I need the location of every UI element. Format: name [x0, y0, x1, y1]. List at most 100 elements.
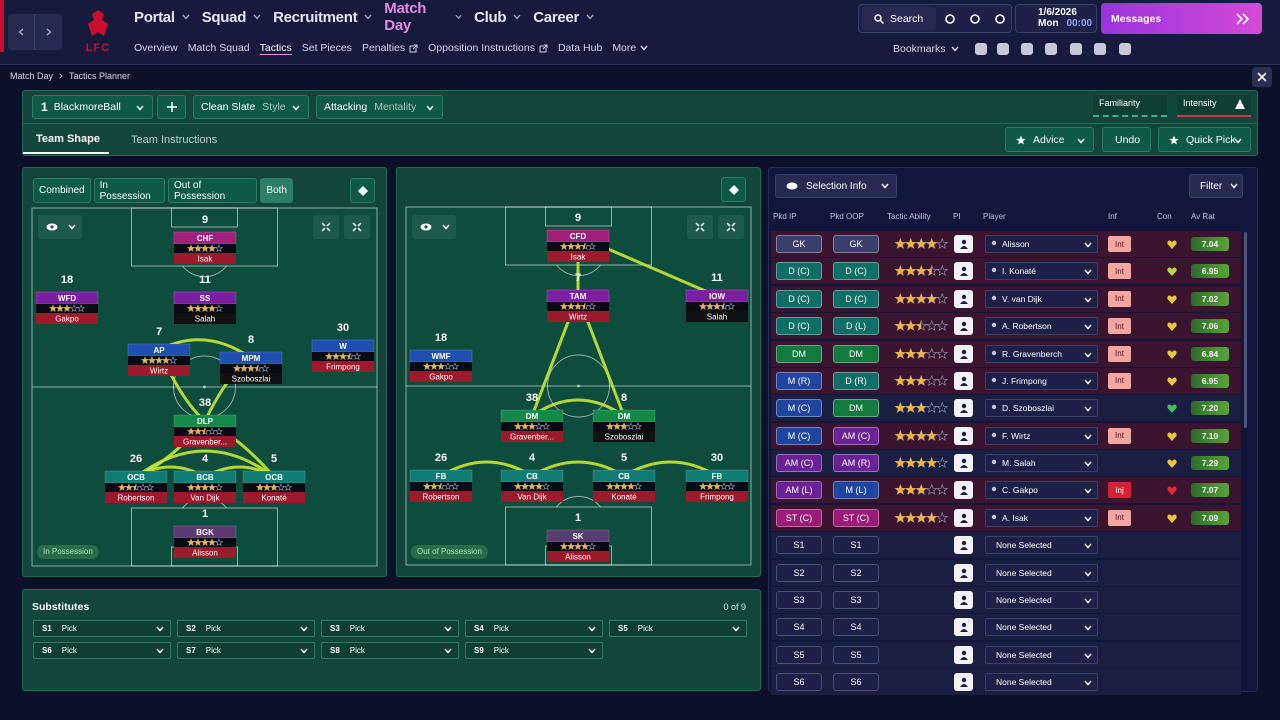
pitch-filter-button[interactable]: Out of Possession: [168, 178, 258, 203]
column-header[interactable]: Con: [1157, 212, 1172, 221]
menu-item[interactable]: Squad: [202, 9, 261, 26]
pi-button[interactable]: [954, 590, 973, 609]
pi-button[interactable]: [954, 673, 973, 691]
quick-link-icon[interactable]: [1094, 43, 1106, 55]
column-header[interactable]: Player: [983, 212, 1006, 221]
breadcrumb-item[interactable]: Match Day: [10, 71, 54, 81]
submenu-item[interactable]: More: [612, 42, 648, 54]
menu-item[interactable]: Career: [533, 9, 594, 26]
pi-button[interactable]: [954, 426, 973, 445]
pi-button[interactable]: [954, 645, 973, 664]
player-select[interactable]: V. van Dijk: [985, 289, 1098, 308]
club-crest[interactable]: LFC: [78, 6, 118, 58]
pi-button[interactable]: [954, 454, 973, 472]
substitute-slot[interactable]: S1 Pick: [33, 620, 171, 637]
pitch-tool-button[interactable]: [718, 215, 744, 239]
submenu-item[interactable]: Opposition Instructions: [428, 42, 548, 54]
substitute-slot[interactable]: S9 Pick: [465, 642, 603, 659]
submenu-item[interactable]: Set Pieces: [302, 42, 352, 54]
pitch-option-button[interactable]: [721, 177, 746, 202]
action-button[interactable]: Undo: [1102, 127, 1151, 152]
pi-button[interactable]: [954, 344, 973, 363]
player-select[interactable]: Alisson: [985, 235, 1098, 253]
bookmarks-menu[interactable]: Bookmarks: [893, 41, 973, 57]
submenu-item[interactable]: Tactics: [259, 42, 292, 55]
pi-button[interactable]: [954, 399, 973, 418]
back-button[interactable]: [8, 14, 35, 50]
substitute-slot[interactable]: S3 Pick: [321, 620, 459, 637]
player-select[interactable]: None Selected: [985, 563, 1098, 582]
column-header[interactable]: Pkd IP: [773, 212, 797, 221]
tab[interactable]: Team Shape: [23, 126, 109, 154]
player-select[interactable]: None Selected: [985, 536, 1098, 555]
substitute-slot[interactable]: S4 Pick: [465, 620, 603, 637]
submenu-item[interactable]: Match Squad: [188, 42, 250, 54]
submenu-item[interactable]: Overview: [134, 42, 178, 54]
player-select[interactable]: None Selected: [985, 673, 1098, 691]
quick-link-icon[interactable]: [997, 43, 1009, 55]
quick-link-icon[interactable]: [975, 43, 987, 55]
player-select[interactable]: M. Salah: [985, 454, 1098, 472]
submenu-item[interactable]: Penalties: [362, 42, 418, 54]
messages-button[interactable]: Messages: [1101, 3, 1262, 34]
pitch-option-button[interactable]: [350, 178, 375, 203]
pi-button[interactable]: [954, 262, 973, 281]
pitch-tool-button[interactable]: [687, 215, 713, 239]
menu-item[interactable]: Club: [474, 9, 521, 26]
quick-link-icon[interactable]: [1045, 43, 1057, 55]
menu-item[interactable]: Recruitment: [273, 9, 372, 26]
search-button[interactable]: Search: [862, 7, 936, 30]
pitch-tool-button[interactable]: [344, 215, 370, 239]
player-select[interactable]: None Selected: [985, 645, 1098, 664]
column-header[interactable]: PI: [953, 212, 961, 221]
forward-button[interactable]: [35, 14, 62, 50]
quick-link-icon[interactable]: [1119, 43, 1131, 55]
player-select[interactable]: C. Gakpo: [985, 481, 1098, 500]
player-select[interactable]: R. Gravenberch: [985, 344, 1098, 363]
visibility-select[interactable]: [38, 215, 82, 239]
pitch-filter-button[interactable]: In Possession: [93, 178, 165, 203]
action-button[interactable]: Advice: [1005, 127, 1094, 152]
player-select[interactable]: None Selected: [985, 590, 1098, 609]
pi-button[interactable]: [954, 618, 973, 637]
substitute-slot[interactable]: S5 Pick: [609, 620, 747, 637]
menu-item[interactable]: Portal: [134, 9, 190, 26]
style-select[interactable]: Clean Slate Style: [193, 95, 309, 119]
substitute-slot[interactable]: S7 Pick: [177, 642, 315, 659]
pi-button[interactable]: [954, 508, 973, 527]
substitute-slot[interactable]: S8 Pick: [321, 642, 459, 659]
player-select[interactable]: I. Konaté: [985, 262, 1098, 281]
column-header[interactable]: Inf: [1108, 212, 1117, 221]
toolbar-icon-button[interactable]: [939, 7, 961, 30]
quick-link-icon[interactable]: [1021, 43, 1033, 55]
pi-button[interactable]: [954, 536, 973, 555]
column-header[interactable]: Av Rat: [1191, 212, 1215, 221]
player-select[interactable]: A. Isak: [985, 508, 1098, 527]
pitch-filter-button[interactable]: Both: [260, 178, 293, 203]
filter-button[interactable]: Filter: [1189, 174, 1243, 198]
pitch-tool-button[interactable]: [313, 215, 339, 239]
tactic-select[interactable]: 1 BlackmoreBall: [32, 95, 153, 119]
quick-link-icon[interactable]: [1070, 43, 1082, 55]
close-button[interactable]: [1252, 67, 1272, 87]
column-header[interactable]: Pkd OOP: [830, 212, 864, 221]
visibility-select[interactable]: [412, 215, 456, 239]
player-select[interactable]: J. Frimpong: [985, 371, 1098, 390]
pitch-filter-button[interactable]: Combined: [33, 178, 91, 203]
column-header[interactable]: Tactic Ability: [887, 212, 931, 221]
add-tactic-button[interactable]: [157, 95, 186, 119]
substitute-slot[interactable]: S2 Pick: [177, 620, 315, 637]
player-select[interactable]: F. Wirtz: [985, 426, 1098, 445]
menu-item[interactable]: Match Day: [384, 0, 462, 34]
action-button[interactable]: Quick Pick: [1158, 127, 1251, 152]
toolbar-icon-button[interactable]: [989, 7, 1011, 30]
toolbar-icon-button[interactable]: [964, 7, 986, 30]
submenu-item[interactable]: Data Hub: [558, 42, 602, 54]
tab[interactable]: Team Instructions: [118, 126, 218, 154]
player-select[interactable]: None Selected: [985, 618, 1098, 637]
selection-info-select[interactable]: Selection Info: [775, 174, 897, 198]
pi-button[interactable]: [954, 317, 973, 336]
pi-button[interactable]: [954, 289, 973, 308]
pi-button[interactable]: [954, 481, 973, 500]
player-select[interactable]: D. Szoboszlai: [985, 399, 1098, 418]
